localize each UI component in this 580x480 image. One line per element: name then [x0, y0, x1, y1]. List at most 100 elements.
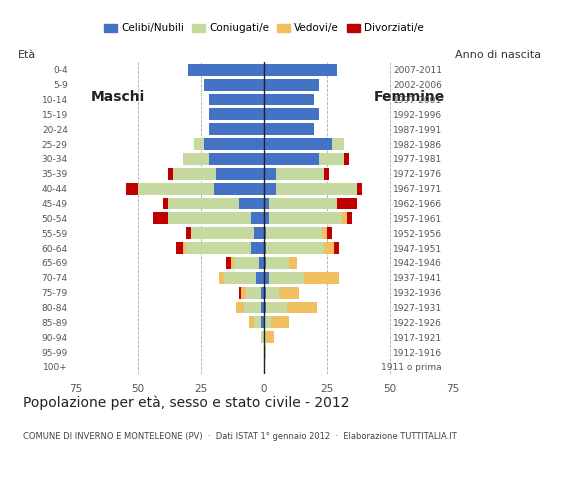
Bar	[209, 153, 264, 165]
Bar	[183, 242, 186, 254]
Bar	[332, 138, 345, 150]
Bar	[213, 183, 264, 194]
Bar	[254, 316, 262, 328]
Bar	[271, 316, 289, 328]
Bar	[153, 213, 168, 224]
Bar	[126, 183, 138, 194]
Bar	[173, 168, 216, 180]
Bar	[269, 213, 342, 224]
Bar	[244, 301, 262, 313]
Bar	[219, 272, 224, 284]
Bar	[188, 64, 264, 76]
Bar	[226, 257, 231, 269]
Bar	[194, 138, 204, 150]
Bar	[266, 228, 322, 239]
Bar	[342, 213, 347, 224]
Bar	[234, 257, 259, 269]
Bar	[241, 287, 246, 299]
Bar	[357, 183, 362, 194]
Text: Età: Età	[17, 50, 35, 60]
Bar	[264, 346, 266, 358]
Bar	[264, 64, 337, 76]
Bar	[334, 242, 339, 254]
Text: Femmine: Femmine	[374, 90, 445, 104]
Bar	[264, 153, 319, 165]
Bar	[264, 79, 319, 91]
Bar	[279, 287, 299, 299]
Text: Anno di nascita: Anno di nascita	[455, 50, 541, 60]
Bar	[251, 213, 264, 224]
Bar	[264, 301, 266, 313]
Bar	[266, 331, 274, 343]
Bar	[277, 168, 324, 180]
Bar	[224, 272, 256, 284]
Bar	[246, 287, 262, 299]
Bar	[264, 94, 314, 106]
Bar	[266, 301, 287, 313]
Bar	[216, 168, 264, 180]
Bar	[266, 242, 324, 254]
Bar	[304, 272, 339, 284]
Bar	[269, 198, 337, 209]
Bar	[176, 242, 183, 254]
Bar	[209, 108, 264, 120]
Bar	[209, 123, 264, 135]
Bar	[277, 183, 357, 194]
Bar	[256, 272, 264, 284]
Bar	[186, 242, 251, 254]
Bar	[289, 257, 296, 269]
Bar	[259, 257, 264, 269]
Text: Popolazione per età, sesso e stato civile - 2012: Popolazione per età, sesso e stato civil…	[23, 396, 350, 410]
Bar	[322, 228, 327, 239]
Bar	[264, 316, 271, 328]
Bar	[262, 287, 264, 299]
Bar	[164, 198, 168, 209]
Bar	[251, 242, 264, 254]
Bar	[264, 168, 277, 180]
Bar	[264, 138, 332, 150]
Bar	[264, 287, 266, 299]
Bar	[319, 153, 345, 165]
Bar	[168, 168, 173, 180]
Bar	[168, 198, 239, 209]
Bar	[264, 331, 266, 343]
Bar	[183, 153, 209, 165]
Bar	[264, 108, 319, 120]
Bar	[236, 301, 244, 313]
Bar	[254, 228, 264, 239]
Bar	[262, 316, 264, 328]
Bar	[249, 316, 254, 328]
Bar	[204, 138, 264, 150]
Bar	[209, 94, 264, 106]
Bar	[264, 242, 266, 254]
Text: Maschi: Maschi	[91, 90, 145, 104]
Bar	[168, 213, 251, 224]
Bar	[204, 79, 264, 91]
Bar	[264, 272, 269, 284]
Bar	[239, 287, 241, 299]
Bar	[266, 257, 289, 269]
Bar	[262, 301, 264, 313]
Bar	[264, 228, 266, 239]
Bar	[347, 213, 352, 224]
Legend: Celibi/Nubili, Coniugati/e, Vedovi/e, Divorziati/e: Celibi/Nubili, Coniugati/e, Vedovi/e, Di…	[100, 19, 427, 37]
Bar	[264, 198, 269, 209]
Bar	[264, 213, 269, 224]
Bar	[266, 287, 279, 299]
Bar	[231, 257, 234, 269]
Bar	[239, 198, 264, 209]
Bar	[324, 242, 334, 254]
Bar	[191, 228, 254, 239]
Bar	[186, 228, 191, 239]
Bar	[262, 331, 264, 343]
Bar	[287, 301, 317, 313]
Bar	[264, 123, 314, 135]
Bar	[264, 183, 277, 194]
Bar	[327, 228, 332, 239]
Bar	[269, 272, 304, 284]
Bar	[264, 257, 266, 269]
Bar	[138, 183, 213, 194]
Text: COMUNE DI INVERNO E MONTELEONE (PV)  ·  Dati ISTAT 1° gennaio 2012  ·  Elaborazi: COMUNE DI INVERNO E MONTELEONE (PV) · Da…	[23, 432, 457, 441]
Bar	[337, 198, 357, 209]
Bar	[324, 168, 329, 180]
